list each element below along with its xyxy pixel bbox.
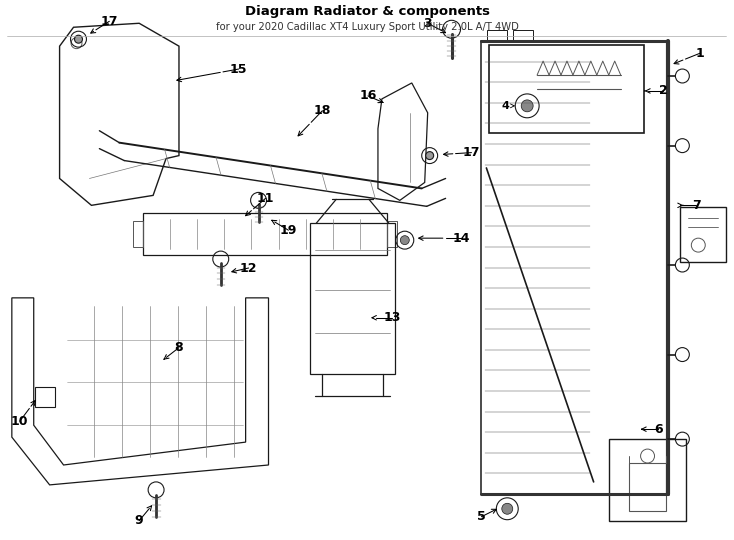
Circle shape — [400, 235, 410, 245]
Bar — [34, 387, 54, 407]
Text: 9: 9 — [135, 514, 143, 527]
Bar — [608, 439, 686, 521]
Text: 19: 19 — [280, 224, 297, 237]
Bar — [143, 213, 387, 255]
Text: 17: 17 — [462, 146, 480, 159]
Text: 11: 11 — [257, 192, 275, 205]
Text: 3: 3 — [424, 17, 432, 30]
Bar — [487, 30, 507, 40]
Bar — [513, 30, 533, 40]
Bar — [680, 207, 726, 262]
Text: 13: 13 — [383, 311, 401, 324]
Text: 10: 10 — [11, 415, 29, 428]
Circle shape — [521, 100, 533, 112]
Bar — [628, 463, 666, 511]
Text: 7: 7 — [692, 199, 701, 212]
Text: 14: 14 — [453, 232, 470, 245]
Text: 16: 16 — [360, 90, 377, 103]
Text: 4: 4 — [501, 101, 509, 111]
Text: 12: 12 — [240, 261, 258, 274]
Text: 1: 1 — [696, 46, 705, 59]
Bar — [482, 41, 669, 494]
Circle shape — [502, 503, 513, 514]
Circle shape — [426, 152, 434, 160]
Text: 15: 15 — [230, 63, 247, 76]
Text: for your 2020 Cadillac XT4 Luxury Sport Utility 2.0L A/T 4WD: for your 2020 Cadillac XT4 Luxury Sport … — [216, 22, 518, 32]
Text: 2: 2 — [659, 84, 668, 97]
Text: 8: 8 — [175, 341, 184, 354]
Bar — [310, 223, 395, 374]
Circle shape — [75, 35, 82, 43]
Text: 6: 6 — [654, 423, 663, 436]
Text: 18: 18 — [313, 104, 331, 117]
Bar — [490, 45, 644, 133]
Bar — [133, 221, 143, 247]
Bar — [387, 221, 397, 247]
Text: 17: 17 — [101, 15, 118, 28]
Text: 5: 5 — [477, 510, 486, 523]
Text: Diagram Radiator & components: Diagram Radiator & components — [244, 5, 490, 18]
